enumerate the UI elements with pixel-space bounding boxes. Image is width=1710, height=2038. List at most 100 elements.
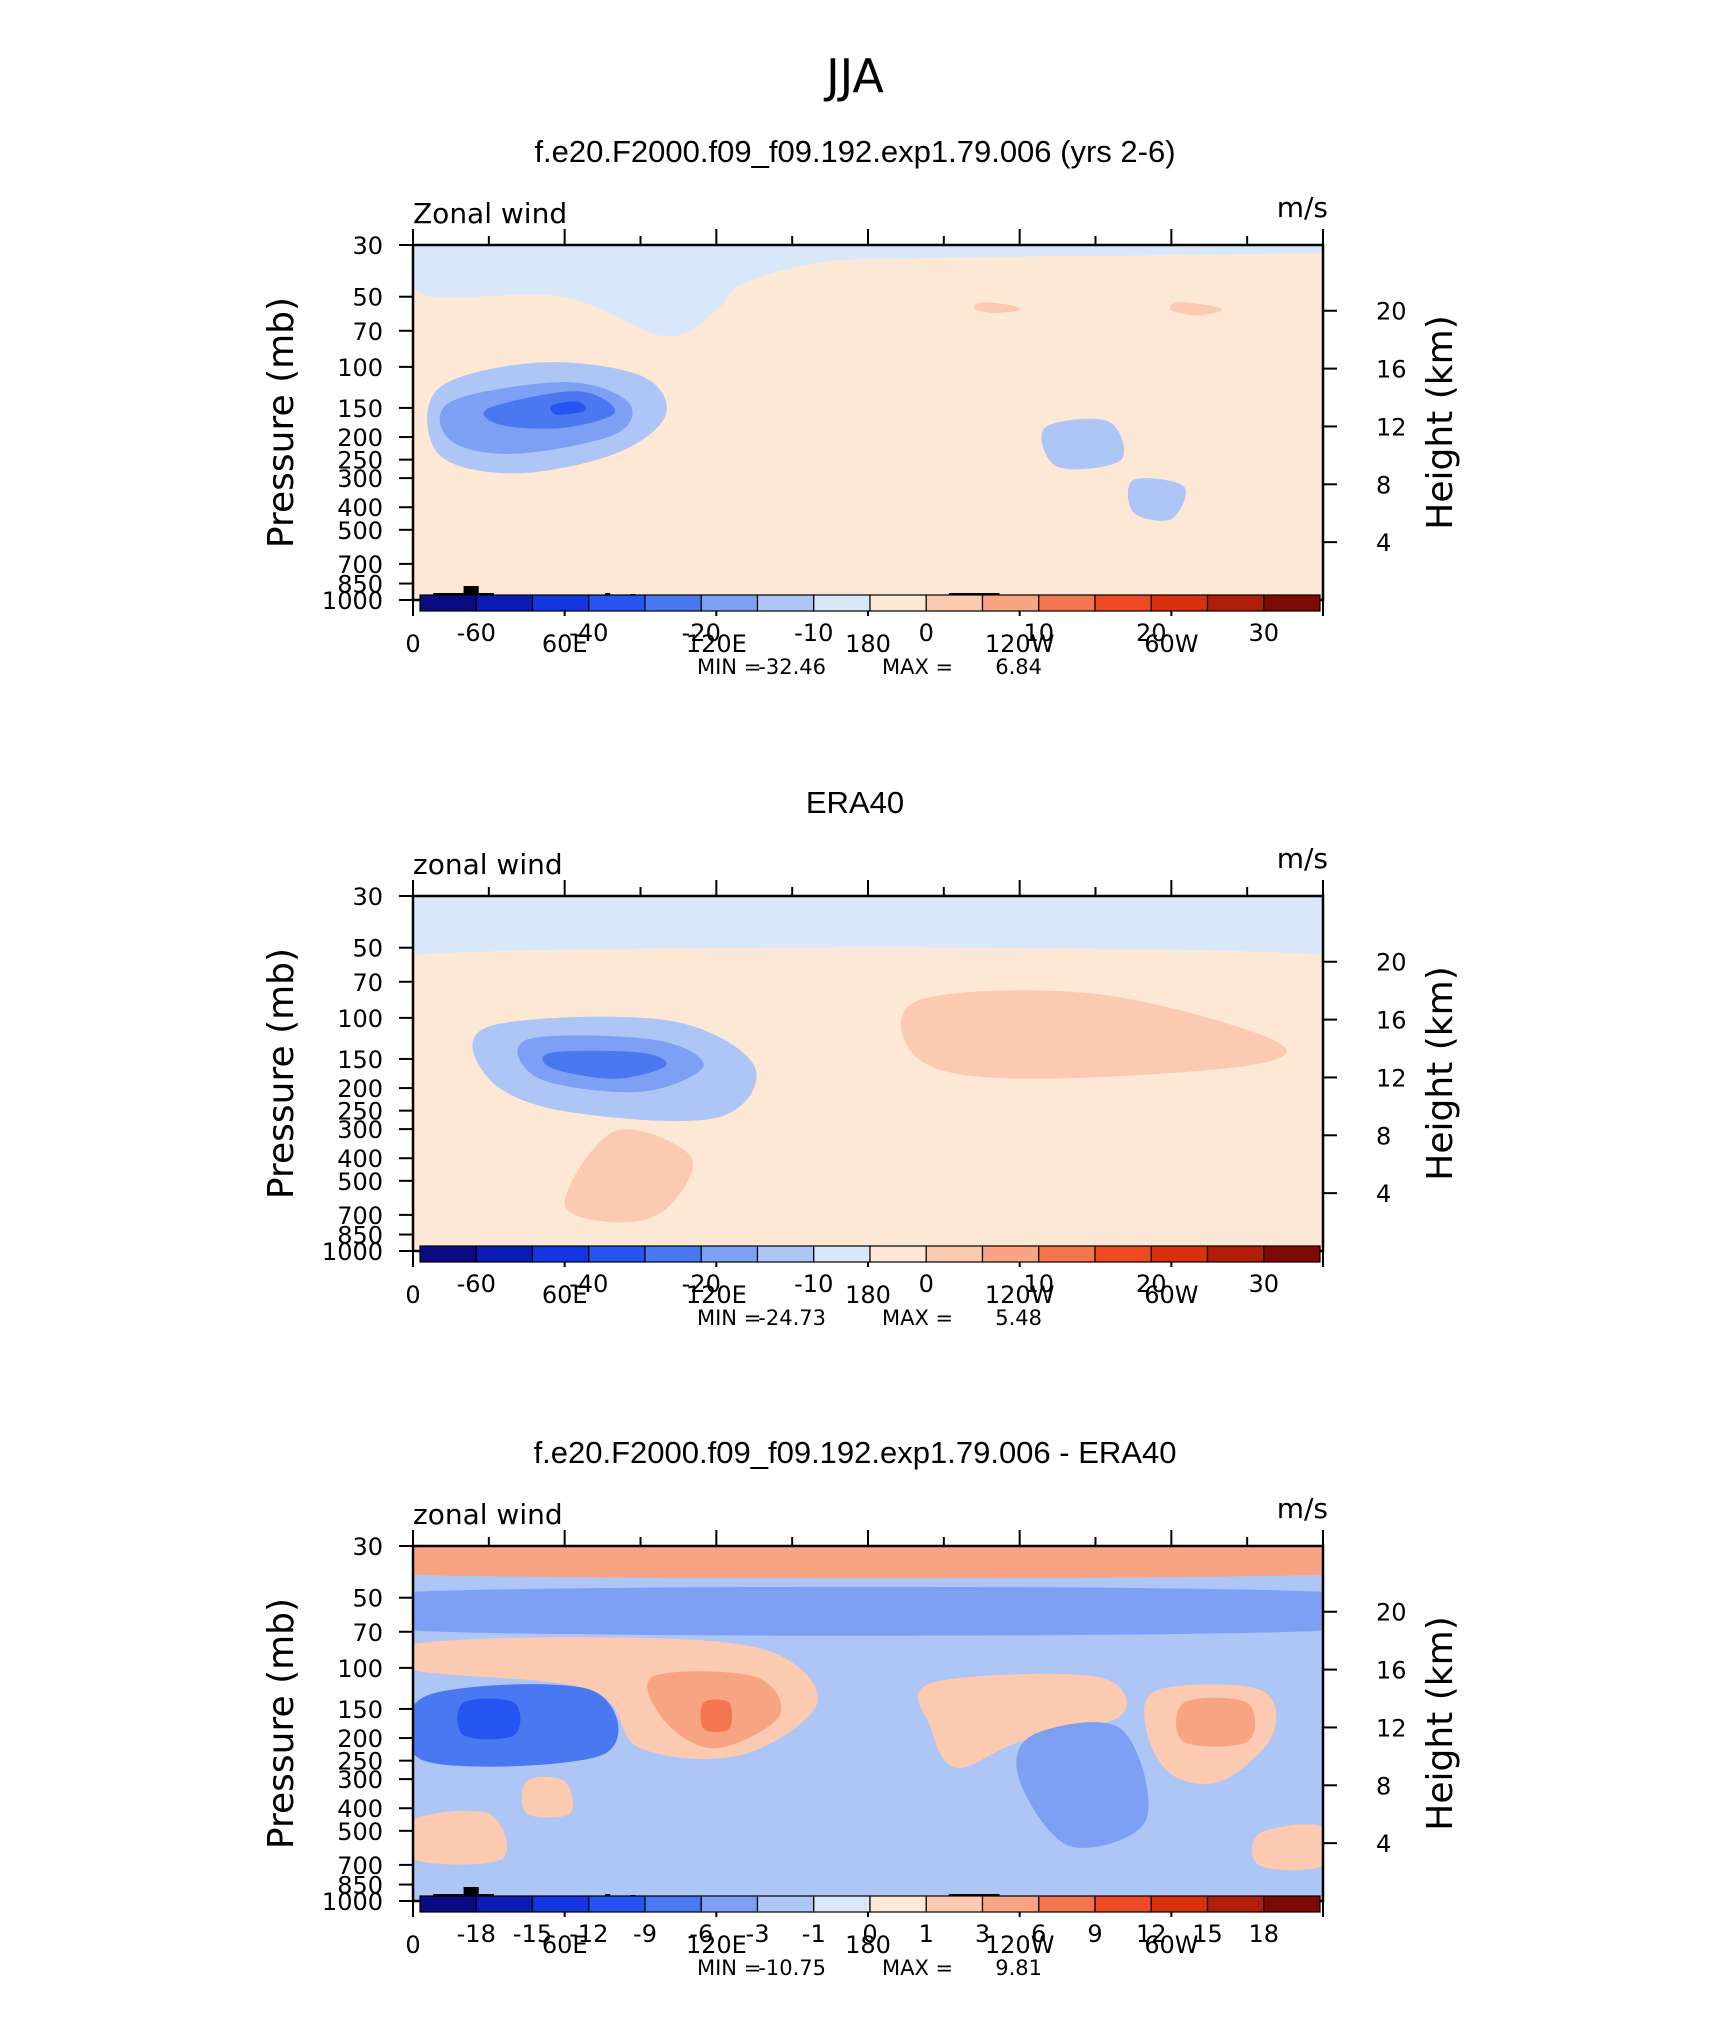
colorbar-swatch [644,1245,702,1263]
colorbar-swatch [531,594,590,612]
p-tick-label: 300 [337,1766,383,1794]
colorbar-swatch [981,1895,1040,1913]
contour-region-11 [457,1698,521,1740]
x-tick-label: 180 [845,630,891,658]
p-tick-label: 50 [352,1585,383,1613]
panels: f.e20.F2000.f09_f09.192.exp1.79.006 (yrs… [261,134,1461,1980]
panel-3: f.e20.F2000.f09_f09.192.exp1.79.006 - ER… [261,1435,1461,1980]
colorbar-label: -60 [457,619,496,647]
colorbar-label: -10 [794,619,833,647]
x-tick-label: 120E [686,1281,747,1309]
colorbar-swatch [1150,594,1209,612]
contour-region-8 [542,1050,667,1079]
x-tick-label: 60E [542,1931,588,1959]
h-tick-label: 20 [1376,298,1407,326]
p-tick-label: 1000 [322,1888,383,1916]
colorbar-swatch [925,594,984,612]
colorbar-swatch [925,1895,984,1913]
contour-field [413,896,1323,1251]
h-tick-label: 16 [1376,356,1407,384]
contour-region-4 [900,990,1287,1079]
panel-subtitle: ERA40 [806,785,904,820]
p-tick-label: 1000 [322,1238,383,1266]
colorbar-label: -15 [513,1920,552,1948]
colorbar-swatch [813,1245,871,1263]
contour-region-4 [1169,302,1223,316]
h-tick-label: 20 [1376,1599,1407,1627]
colorbar-swatch [813,1895,871,1913]
colorbar-label: 20 [1136,1270,1167,1298]
contour-region-5 [564,1129,694,1223]
p-tick-label: 50 [352,284,383,312]
x-tick-label: 120E [686,1931,747,1959]
p-tick-label: 500 [337,1168,383,1196]
colorbar-swatch [1263,1895,1321,1913]
p-tick-label: 850 [337,1872,383,1900]
colorbar-swatch [1038,1245,1096,1263]
x-tick-label: 60E [542,1281,588,1309]
colorbar-label: -9 [633,1920,657,1948]
colorbar-swatch [588,1245,646,1263]
contour-region-13 [521,1776,573,1818]
p-tick-label: 200 [337,424,383,452]
contour-region-3 [973,302,1021,313]
contour-region-9 [1127,478,1186,521]
contour-region-8 [1041,418,1125,470]
colorbar-label: -60 [457,1270,496,1298]
colorbar-label: 6 [1031,1920,1046,1948]
colorbar-swatch [644,1895,702,1913]
contour-field [413,245,1323,600]
p-tick-label: 700 [337,1852,383,1880]
colorbar-label: 0 [919,1270,934,1298]
colorbar-label: -20 [682,1270,721,1298]
x-tick-label: 0 [405,630,420,658]
colorbar: -18 -15 -12 -9 -6 -3 -1 0 1 3 6 9 12 15 18 [419,1895,1321,1948]
colorbar-label: 1 [919,1920,934,1948]
p-tick-label: 250 [337,1098,383,1126]
colorbar-swatch [588,1895,646,1913]
h-tick-label: 12 [1376,413,1407,441]
colorbar-label: -10 [794,1270,833,1298]
p-tick-label: 300 [337,465,383,493]
colorbar-label: -1 [802,1920,826,1948]
y-axis-right-title: Height (km) [1420,966,1461,1180]
x-tick-label: 120E [686,630,747,658]
colorbar-label: 0 [862,1920,877,1948]
colorbar-swatch [1094,1245,1152,1263]
colorbar-label: 12 [1136,1920,1167,1948]
p-tick-label: 50 [352,935,383,963]
p-tick-label: 100 [337,354,383,382]
colorbar-swatch [475,594,534,612]
colorbar-label: 15 [1192,1920,1223,1948]
colorbar-swatch [869,594,927,612]
h-tick-label: 16 [1376,1007,1407,1035]
colorbar-swatch [813,594,871,612]
x-tick-label: 60W [1144,1931,1198,1959]
colorbar-swatch [700,594,759,612]
colorbar-swatch [419,1895,477,1913]
colorbar-label: -40 [569,619,608,647]
colorbar-label: 10 [1023,1270,1054,1298]
min-label: MIN = [697,1956,761,1980]
p-tick-label: 30 [352,883,383,911]
colorbar-swatch [1150,1245,1209,1263]
panel-subtitle: f.e20.F2000.f09_f09.192.exp1.79.006 - ER… [534,1435,1177,1470]
colorbar-label: 9 [1087,1920,1102,1948]
p-tick-label: 150 [337,1046,383,1074]
colorbar-swatch [1094,594,1152,612]
contour-field [413,1546,1323,1901]
p-tick-label: 30 [352,232,383,260]
x-tick-label: 180 [845,1931,891,1959]
units-label: m/s [1277,1492,1328,1525]
units-label: m/s [1277,842,1328,875]
colorbar-label: -18 [457,1920,496,1948]
colorbar-swatch [419,594,477,612]
colorbar-swatch [756,1245,815,1263]
p-tick-label: 200 [337,1075,383,1103]
y-axis-right-title: Height (km) [1420,1616,1461,1830]
colorbar-swatch [1263,594,1321,612]
h-tick-label: 4 [1376,1830,1391,1858]
colorbar-swatch [1206,1895,1265,1913]
p-tick-label: 700 [337,551,383,579]
